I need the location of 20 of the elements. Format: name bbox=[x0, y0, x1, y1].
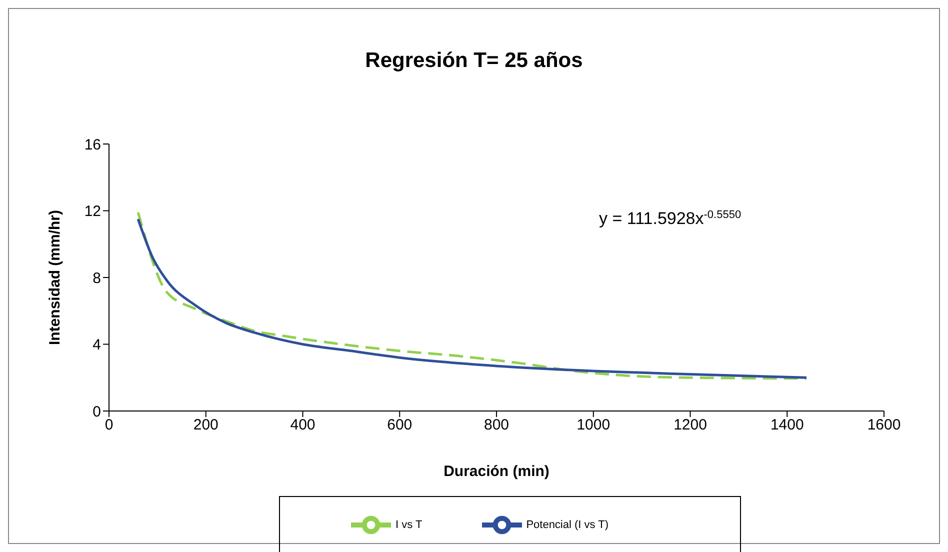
y-tick-label: 4 bbox=[92, 336, 101, 354]
y-tick-label: 0 bbox=[92, 403, 101, 420]
x-tick-label: 0 bbox=[104, 416, 114, 434]
chart-title: Regresión T= 25 años bbox=[364, 49, 584, 73]
x-tick-label: 400 bbox=[290, 416, 316, 434]
x-tick-label: 1000 bbox=[576, 416, 610, 434]
x-tick-label: 600 bbox=[387, 416, 412, 434]
x-tick-label: 800 bbox=[484, 416, 510, 434]
y-tick-label: 8 bbox=[92, 270, 101, 287]
x-axis-title: Duración (min) bbox=[444, 463, 550, 480]
annotation: y = 111.5928x$^{-0.5550}$ bbox=[599, 209, 742, 228]
x-tick-label: 200 bbox=[193, 416, 218, 434]
x-tick-label: 1600 bbox=[867, 416, 901, 434]
x-tick-label: 1200 bbox=[674, 416, 707, 434]
x-tick-label: 1400 bbox=[770, 416, 804, 434]
legend-label: Potencial (I vs T) bbox=[526, 518, 609, 531]
legend-label: I vs T bbox=[395, 518, 422, 531]
y-tick-label: 12 bbox=[84, 203, 101, 220]
y-axis-title: Intensidad (mm/hr) bbox=[46, 210, 64, 346]
y-tick-label: 16 bbox=[84, 136, 101, 154]
